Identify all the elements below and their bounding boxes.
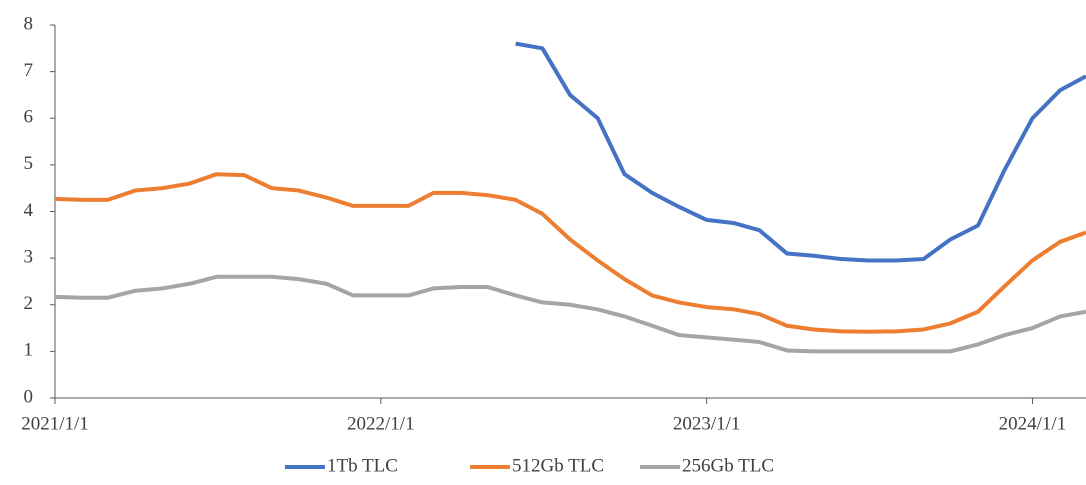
x-tick-label: 2024/1/1 (999, 413, 1067, 434)
series-line (515, 41, 1086, 263)
x-tick-label: 2021/1/1 (21, 413, 89, 434)
legend-label: 256Gb TLC (682, 455, 774, 476)
series-line (54, 172, 1086, 334)
y-tick-label: 4 (24, 200, 34, 221)
y-tick-label: 2 (24, 293, 34, 314)
y-tick-label: 0 (24, 386, 34, 407)
legend-label: 512Gb TLC (512, 455, 604, 476)
y-tick-label: 3 (24, 246, 34, 267)
y-tick-label: 5 (24, 153, 34, 174)
legend-label: 1Tb TLC (327, 455, 398, 476)
y-tick-label: 7 (24, 60, 34, 81)
x-tick-label: 2023/1/1 (673, 413, 741, 434)
y-tick-label: 8 (24, 13, 34, 34)
y-tick-label: 1 (24, 340, 34, 361)
series-line (54, 274, 1086, 354)
x-tick-label: 2022/1/1 (347, 413, 415, 434)
y-tick-label: 6 (24, 107, 34, 128)
